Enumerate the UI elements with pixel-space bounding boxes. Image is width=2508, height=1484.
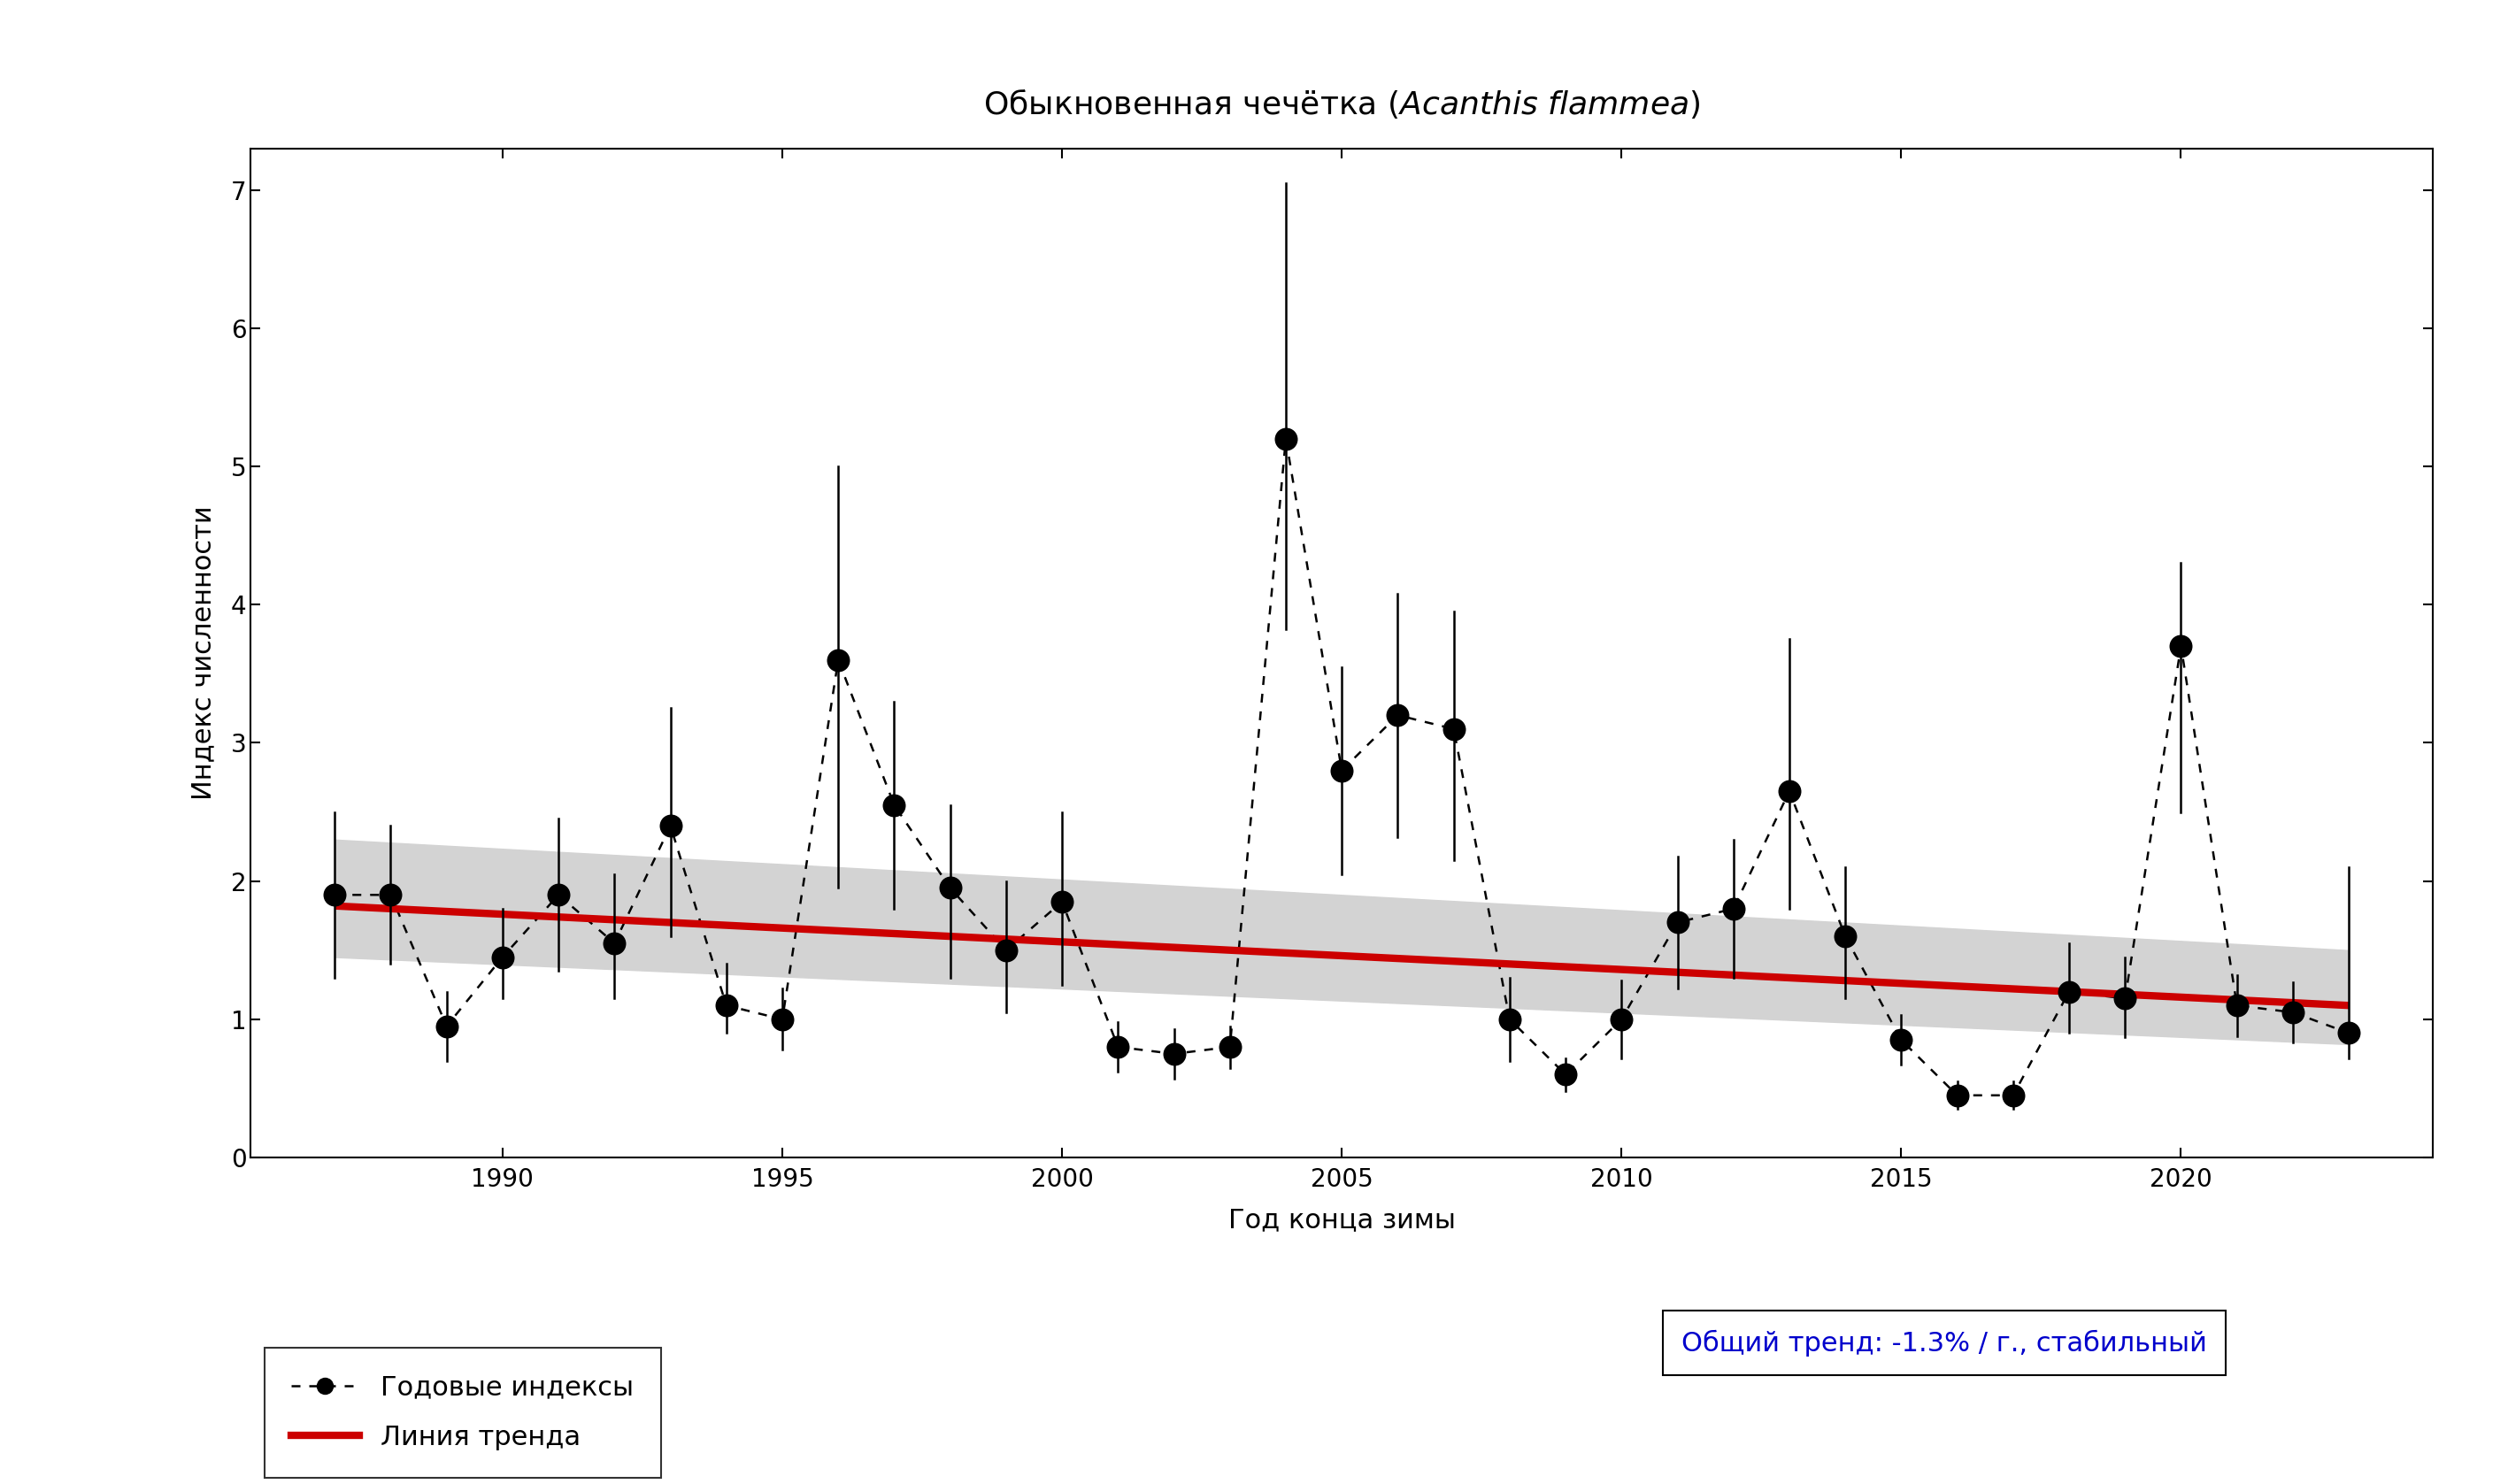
Point bbox=[482, 945, 522, 969]
Point bbox=[1377, 703, 1417, 727]
Point bbox=[1267, 427, 1307, 451]
Point bbox=[1603, 1008, 1643, 1031]
Point bbox=[1768, 779, 1808, 803]
Point bbox=[875, 792, 915, 816]
Point bbox=[1435, 717, 1475, 741]
Point bbox=[1490, 1008, 1530, 1031]
Point bbox=[986, 938, 1026, 962]
Legend: Годовые индексы, Линия тренда: Годовые индексы, Линия тренда bbox=[263, 1347, 660, 1478]
Point bbox=[762, 1008, 803, 1031]
Text: Обыкновенная чечётка ($\mathit{Acanthis\ flammea}$): Обыкновенная чечётка ($\mathit{Acanthis\… bbox=[983, 88, 1700, 120]
Point bbox=[314, 883, 354, 907]
Point bbox=[539, 883, 579, 907]
Point bbox=[1826, 925, 1866, 948]
Text: Общий тренд: -1.3% / г., стабильный: Общий тренд: -1.3% / г., стабильный bbox=[1680, 1330, 2207, 1356]
Point bbox=[1041, 890, 1081, 914]
Point bbox=[1545, 1063, 1585, 1086]
Point bbox=[2104, 987, 2144, 1011]
Point bbox=[1881, 1028, 1921, 1052]
Point bbox=[371, 883, 411, 907]
Point bbox=[2330, 1021, 2370, 1045]
Point bbox=[1713, 896, 1753, 920]
Point bbox=[707, 994, 747, 1018]
Point bbox=[1994, 1083, 2034, 1107]
Point bbox=[1154, 1042, 1194, 1066]
Point bbox=[1099, 1034, 1139, 1058]
Point bbox=[650, 813, 690, 837]
Point bbox=[2217, 994, 2257, 1018]
Point bbox=[1658, 911, 1698, 935]
Point bbox=[2272, 1000, 2312, 1024]
Point bbox=[1322, 758, 1362, 782]
Point bbox=[426, 1015, 466, 1039]
X-axis label: Год конца зимы: Год конца зимы bbox=[1229, 1206, 1455, 1233]
Point bbox=[1209, 1034, 1249, 1058]
Y-axis label: Индекс численности: Индекс численности bbox=[191, 506, 216, 800]
Point bbox=[2162, 634, 2202, 657]
Point bbox=[818, 649, 858, 672]
Point bbox=[1936, 1083, 1976, 1107]
Point bbox=[2049, 979, 2089, 1003]
Point bbox=[594, 932, 635, 956]
Point bbox=[930, 876, 971, 899]
